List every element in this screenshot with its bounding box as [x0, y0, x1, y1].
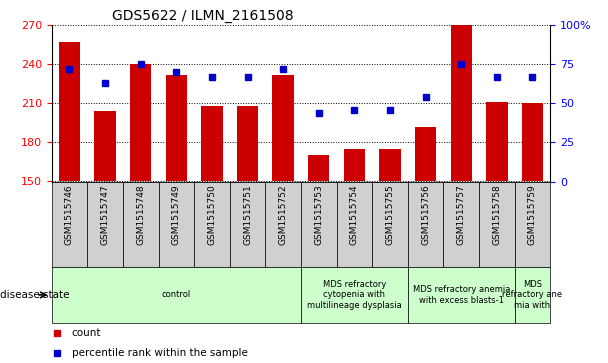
Text: GSM1515746: GSM1515746 — [65, 184, 74, 245]
Text: GSM1515751: GSM1515751 — [243, 184, 252, 245]
Text: GSM1515747: GSM1515747 — [100, 184, 109, 245]
Bar — [123, 182, 159, 267]
Bar — [372, 182, 408, 267]
Bar — [522, 103, 543, 182]
Text: GDS5622 / ILMN_2161508: GDS5622 / ILMN_2161508 — [111, 9, 293, 23]
Text: MDS refractory anemia
with excess blasts-1: MDS refractory anemia with excess blasts… — [412, 285, 510, 305]
Text: control: control — [162, 290, 191, 299]
Text: MDS
refractory ane
mia with: MDS refractory ane mia with — [502, 280, 562, 310]
Bar — [443, 182, 479, 267]
Bar — [94, 111, 116, 182]
Bar — [486, 102, 508, 182]
Text: GSM1515750: GSM1515750 — [207, 184, 216, 245]
Bar — [301, 182, 337, 267]
Bar — [230, 182, 265, 267]
Bar — [237, 106, 258, 182]
Bar — [165, 75, 187, 182]
Bar — [408, 182, 443, 267]
Bar — [379, 149, 401, 182]
Bar — [59, 42, 80, 182]
Bar — [451, 24, 472, 182]
Bar — [337, 182, 372, 267]
Text: GSM1515754: GSM1515754 — [350, 184, 359, 245]
Text: GSM1515753: GSM1515753 — [314, 184, 323, 245]
Bar — [514, 182, 550, 267]
Bar — [415, 127, 437, 182]
Bar — [344, 149, 365, 182]
Bar — [265, 182, 301, 267]
Bar — [308, 155, 330, 182]
Text: disease state: disease state — [0, 290, 69, 300]
Bar — [194, 182, 230, 267]
Bar — [272, 75, 294, 182]
Text: GSM1515759: GSM1515759 — [528, 184, 537, 245]
Text: GSM1515752: GSM1515752 — [278, 184, 288, 245]
Text: percentile rank within the sample: percentile rank within the sample — [72, 348, 247, 358]
Bar — [88, 182, 123, 267]
Bar — [130, 65, 151, 182]
Text: GSM1515757: GSM1515757 — [457, 184, 466, 245]
Text: GSM1515756: GSM1515756 — [421, 184, 430, 245]
Text: GSM1515748: GSM1515748 — [136, 184, 145, 245]
Text: count: count — [72, 328, 101, 338]
Bar — [159, 182, 194, 267]
Text: GSM1515749: GSM1515749 — [172, 184, 181, 245]
Bar — [201, 106, 223, 182]
Bar — [408, 267, 514, 323]
Bar — [514, 267, 550, 323]
Text: MDS refractory
cytopenia with
multilineage dysplasia: MDS refractory cytopenia with multilinea… — [307, 280, 402, 310]
Bar — [301, 267, 408, 323]
Bar — [479, 182, 514, 267]
Bar — [52, 182, 88, 267]
Bar — [52, 267, 301, 323]
Text: GSM1515755: GSM1515755 — [385, 184, 395, 245]
Text: GSM1515758: GSM1515758 — [492, 184, 502, 245]
